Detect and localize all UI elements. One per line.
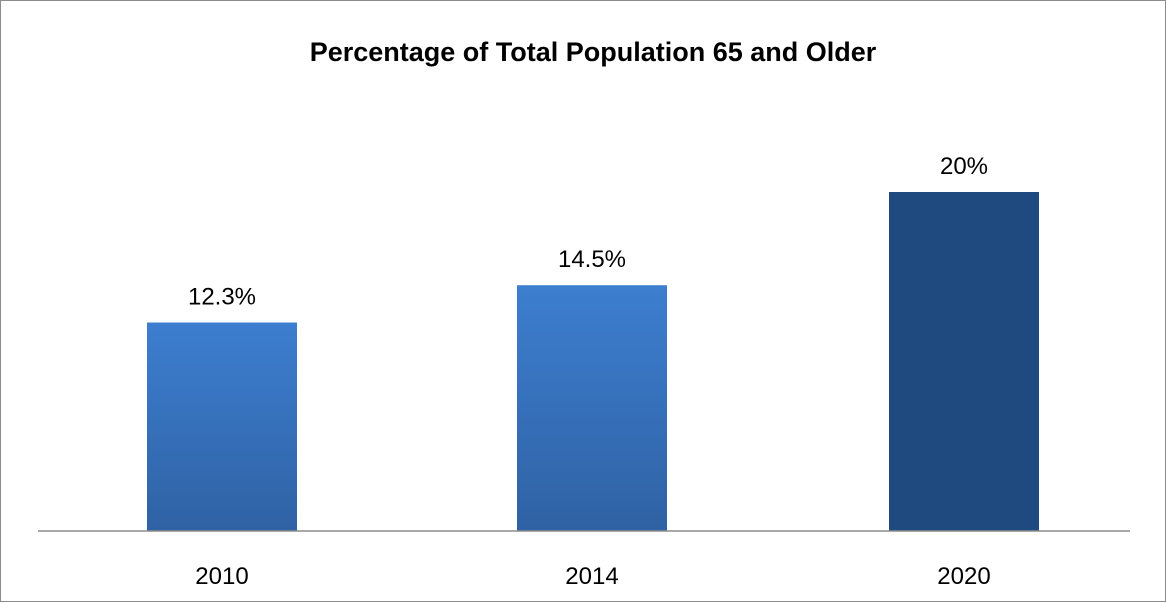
data-label-2014: 14.5% bbox=[558, 246, 626, 273]
data-labels: 12.3% 14.5% 20% bbox=[188, 153, 988, 311]
bars-group bbox=[147, 192, 1039, 531]
x-tick-label-2010: 2010 bbox=[195, 563, 248, 590]
bar-2010 bbox=[147, 322, 297, 531]
x-tick-label-2014: 2014 bbox=[565, 563, 618, 590]
bar-2020 bbox=[889, 192, 1039, 531]
x-tick-label-2020: 2020 bbox=[937, 563, 990, 590]
data-label-2020: 20% bbox=[940, 153, 988, 180]
x-tick-labels: 2010 2014 2020 bbox=[195, 563, 990, 590]
data-label-2010: 12.3% bbox=[188, 284, 256, 311]
bar-2014 bbox=[517, 285, 667, 531]
chart-title: Percentage of Total Population 65 and Ol… bbox=[309, 37, 877, 67]
